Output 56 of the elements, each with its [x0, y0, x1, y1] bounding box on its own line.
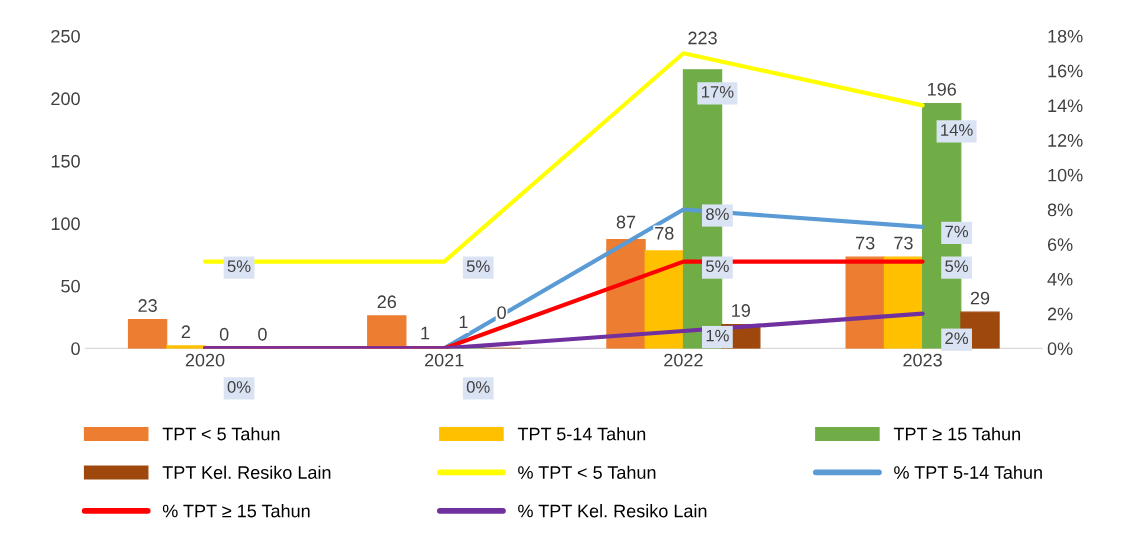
y2-tick-label: 10% [1048, 168, 1083, 182]
y2-tick-label: 6% [1047, 238, 1073, 251]
y2-tick-label: 18% [1048, 29, 1083, 43]
y2-tick-label: 12% [1048, 134, 1083, 147]
data-label: 196 [928, 82, 956, 96]
y-tick-label: 150 [51, 154, 80, 168]
y-tick-label: 250 [51, 29, 80, 43]
data-label: 14% [941, 124, 973, 136]
data-label: 7% [945, 225, 969, 238]
y2-tick-label: 16% [1048, 64, 1083, 78]
y2-tick-label: 4% [1047, 272, 1073, 286]
data-label: 5% [706, 260, 729, 273]
y2-tick-label: 2% [1047, 307, 1073, 321]
data-label: 0% [227, 381, 251, 393]
legend-label: TPT 5-14 Tahun [517, 427, 646, 441]
legend-label: % TPT ≥ 15 Tahun [162, 504, 310, 518]
y2-tick-label: 8% [1047, 203, 1073, 217]
x-tick-label: 2021 [425, 353, 464, 367]
data-label: 8% [706, 208, 729, 220]
data-label: 2% [945, 332, 969, 345]
data-label: 29 [970, 291, 990, 305]
legend-label: TPT ≥ 15 Tahun [893, 427, 1020, 441]
legend-label: % TPT Kel. Resiko Lain [518, 504, 707, 518]
y-tick-label: 200 [51, 92, 80, 106]
data-label: 0 [219, 327, 229, 341]
data-label: 17% [701, 86, 734, 98]
legend-label: % TPT 5-14 Tahun [894, 465, 1042, 479]
data-label: 78 [655, 226, 674, 240]
y2-tick-label: 0% [1047, 342, 1073, 356]
data-label: 1 [421, 326, 430, 340]
data-label: 26 [377, 295, 397, 309]
x-tick-label: 2020 [185, 353, 225, 367]
data-label: 73 [856, 236, 875, 250]
data-label: 5% [466, 260, 490, 273]
data-label: 73 [894, 236, 913, 250]
data-label: 1 [459, 315, 468, 329]
y2-tick-label: 14% [1048, 99, 1083, 113]
legend-label: % TPT < 5 Tahun [518, 465, 656, 479]
data-label: 2 [181, 325, 190, 338]
data-label: 23 [138, 299, 157, 312]
data-label: 87 [616, 215, 636, 229]
x-tick-label: 2022 [664, 353, 703, 367]
legend-label: TPT < 5 Tahun [162, 427, 280, 441]
data-label: 5% [945, 260, 969, 273]
data-label: 223 [688, 31, 717, 45]
data-label: 0 [258, 327, 267, 341]
data-label: 1% [706, 329, 729, 342]
data-label: 0 [497, 306, 506, 320]
legend-label: TPT Kel. Resiko Lain [162, 465, 331, 479]
y-tick-label: 50 [61, 279, 80, 293]
y-tick-label: 0 [71, 342, 80, 356]
data-label: 0% [466, 381, 490, 393]
y-tick-label: 100 [51, 217, 80, 231]
data-label: 5% [227, 260, 251, 273]
x-tick-label: 2023 [903, 353, 942, 367]
data-label: 19 [732, 304, 750, 317]
